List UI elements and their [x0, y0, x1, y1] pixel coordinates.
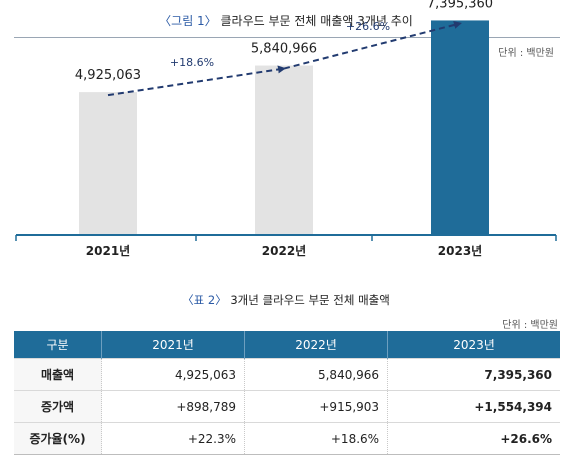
table-cell: +18.6%	[244, 422, 388, 455]
bar-chart: 4,925,063 5,840,966 7,395,360 2021년 2022년 202…	[15, 0, 557, 258]
table-cell: +26.6%	[387, 422, 560, 455]
table-cell: 5,840,966	[244, 358, 388, 391]
category-label-1: 2022년	[262, 244, 306, 258]
header-2023: 2023년	[387, 331, 560, 359]
table-cell: 4,925,063	[100, 358, 245, 391]
table-row: 매출액 4,925,063 5,840,966 7,395,360	[14, 358, 560, 391]
category-label-0: 2021년	[86, 244, 130, 258]
value-label-1: 5,840,966	[251, 42, 317, 57]
figure-title-text: 클라우드 부문 전체 매출액 3개년 추이	[220, 14, 413, 28]
table-label: 〈표 2〉	[182, 293, 227, 307]
category-label-2: 2023년	[438, 244, 482, 258]
value-label-0: 4,925,063	[75, 68, 141, 83]
header-2021: 2021년	[100, 331, 245, 359]
table-unit: 단위 : 백만원	[502, 320, 558, 331]
bar-2	[431, 20, 489, 236]
table-row: 증가액 +898,789 +915,903 +1,554,394	[14, 390, 560, 423]
table-row: 증가율(%) +22.3% +18.6% +26.6%	[14, 422, 560, 455]
table-cell: +22.3%	[100, 422, 245, 455]
figure-unit: 단위 : 백만원	[498, 48, 554, 59]
header-2022: 2022년	[244, 331, 388, 359]
growth-label-1: +26.6%	[346, 20, 390, 33]
table-title: 〈표 2〉 3개년 클라우드 부문 전체 매출액	[0, 292, 572, 308]
growth-label-0: +18.6%	[170, 56, 214, 69]
table-cell: +898,789	[100, 390, 245, 423]
figure-title-rule	[14, 37, 560, 38]
table-title-text: 3개년 클라우드 부문 전체 매출액	[230, 293, 390, 307]
bar-1	[255, 65, 313, 235]
table-cell: 7,395,360	[387, 358, 560, 391]
revenue-table: 구분 2021년 2022년 2023년 매출액 4,925,063 5,840…	[14, 331, 560, 455]
table-header-row: 구분 2021년 2022년 2023년	[14, 331, 560, 359]
table-cell: +1,554,394	[387, 390, 560, 423]
row-label: 증가율(%)	[14, 422, 102, 455]
table-cell: +915,903	[244, 390, 388, 423]
figure-label: 〈그림 1〉	[159, 14, 217, 28]
row-label: 증가액	[14, 390, 102, 423]
row-label: 매출액	[14, 358, 102, 391]
figure-title: 〈그림 1〉 클라우드 부문 전체 매출액 3개년 추이	[0, 12, 572, 29]
header-category: 구분	[14, 331, 102, 359]
trend-arrow-1	[283, 21, 462, 70]
value-label-2: 7,395,360	[427, 0, 493, 11]
bar-0	[79, 92, 137, 236]
